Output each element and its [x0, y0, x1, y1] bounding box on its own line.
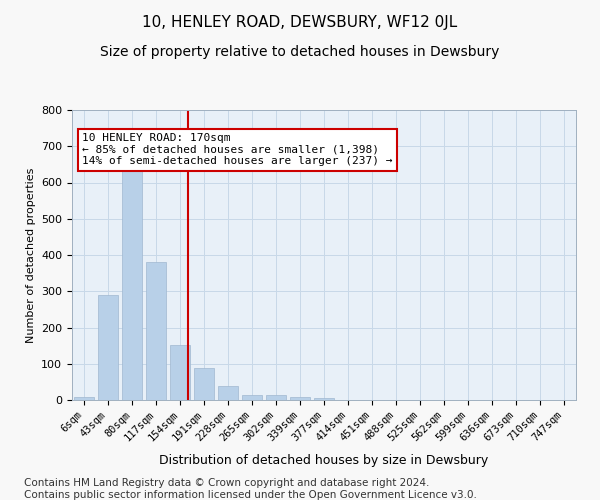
Bar: [194, 368, 214, 400]
Text: Contains HM Land Registry data © Crown copyright and database right 2024.: Contains HM Land Registry data © Crown c…: [24, 478, 430, 488]
Bar: [98, 295, 118, 400]
Y-axis label: Number of detached properties: Number of detached properties: [26, 168, 35, 342]
Bar: [266, 396, 286, 400]
Text: Contains public sector information licensed under the Open Government Licence v3: Contains public sector information licen…: [24, 490, 477, 500]
Bar: [74, 397, 94, 400]
Text: Size of property relative to detached houses in Dewsbury: Size of property relative to detached ho…: [100, 45, 500, 59]
X-axis label: Distribution of detached houses by size in Dewsbury: Distribution of detached houses by size …: [160, 454, 488, 468]
Bar: [314, 398, 334, 400]
Text: 10, HENLEY ROAD, DEWSBURY, WF12 0JL: 10, HENLEY ROAD, DEWSBURY, WF12 0JL: [142, 15, 458, 30]
Text: 10 HENLEY ROAD: 170sqm
← 85% of detached houses are smaller (1,398)
14% of semi-: 10 HENLEY ROAD: 170sqm ← 85% of detached…: [82, 133, 392, 166]
Bar: [170, 345, 190, 400]
Bar: [242, 395, 262, 400]
Bar: [146, 262, 166, 400]
Bar: [290, 397, 310, 400]
Bar: [218, 386, 238, 400]
Bar: [122, 159, 142, 400]
